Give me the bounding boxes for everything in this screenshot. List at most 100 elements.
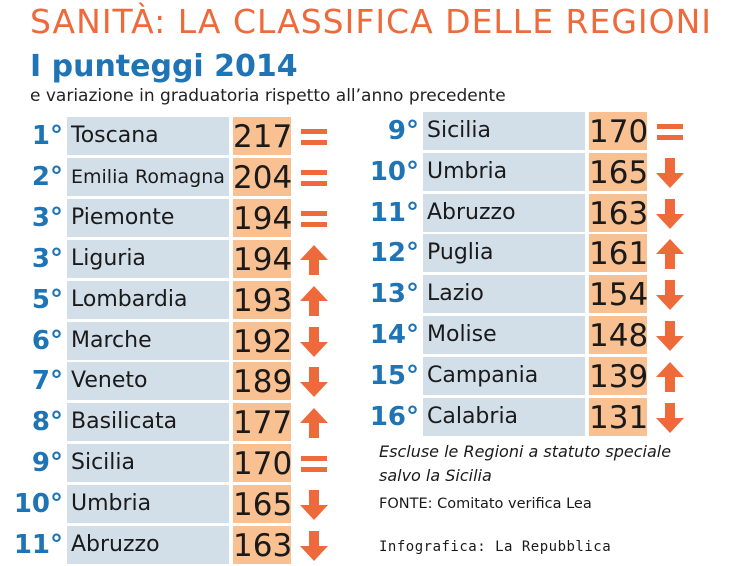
score-value: 192 bbox=[233, 321, 293, 360]
rank-label: 1° bbox=[31, 121, 63, 151]
rank-label: 13° bbox=[369, 279, 419, 310]
score-value: 170 bbox=[233, 444, 293, 483]
exclusion-note: Escluse le Regioni a statuto speciale sa… bbox=[379, 442, 672, 485]
chart-subtitle: I punteggi 2014 bbox=[30, 49, 298, 84]
region-name: Marche bbox=[71, 327, 152, 353]
region-name: Sicilia bbox=[427, 118, 491, 143]
region-name: Veneto bbox=[71, 368, 148, 394]
rank-label: 5° bbox=[31, 284, 63, 315]
region-cell bbox=[67, 403, 229, 442]
page-title: SANITÀ: LA CLASSIFICA DELLE REGIONI bbox=[30, 2, 713, 41]
arrow-down-icon bbox=[654, 320, 686, 352]
score-value: 131 bbox=[589, 397, 649, 436]
region-cell bbox=[423, 193, 585, 232]
region-name: Puglia bbox=[427, 240, 494, 266]
region-cell bbox=[67, 157, 229, 196]
region-name: Campania bbox=[427, 362, 539, 388]
region-cell bbox=[67, 117, 229, 155]
score-value: 163 bbox=[589, 193, 649, 232]
region-cell bbox=[423, 152, 585, 191]
source-text: FONTE: Comitato verifica Lea bbox=[379, 496, 592, 512]
rank-label: 11° bbox=[13, 530, 63, 560]
equals-icon bbox=[298, 121, 330, 153]
arrow-up-icon bbox=[654, 361, 686, 393]
rank-label: 12° bbox=[369, 238, 419, 269]
region-cell bbox=[67, 280, 229, 319]
region-cell bbox=[67, 198, 229, 237]
region-cell bbox=[67, 321, 229, 360]
region-name: Umbria bbox=[71, 491, 152, 517]
score-value: 161 bbox=[589, 234, 649, 273]
region-name: Abruzzo bbox=[427, 199, 516, 225]
arrow-down-icon bbox=[298, 366, 330, 398]
equals-icon bbox=[298, 162, 330, 194]
chart-description: e variazione in graduatoria rispetto all… bbox=[30, 86, 506, 106]
rank-label: 14° bbox=[369, 320, 419, 350]
region-name: Sicilia bbox=[71, 450, 135, 476]
arrow-up-icon bbox=[298, 285, 330, 317]
arrow-down-icon bbox=[654, 198, 686, 230]
region-cell bbox=[423, 275, 585, 314]
region-cell bbox=[423, 112, 585, 150]
score-value: 194 bbox=[233, 239, 293, 278]
rank-label: 9° bbox=[387, 116, 419, 146]
region-name: Lombardia bbox=[71, 286, 188, 312]
equals-icon bbox=[298, 448, 330, 480]
region-cell bbox=[423, 397, 585, 436]
rank-label: 11° bbox=[369, 197, 419, 228]
rank-label: 7° bbox=[31, 366, 63, 397]
rank-label: 9° bbox=[31, 448, 63, 479]
score-value: 204 bbox=[233, 157, 293, 196]
rank-label: 3° bbox=[31, 243, 63, 274]
score-value: 194 bbox=[233, 198, 293, 237]
rank-label: 10° bbox=[369, 156, 419, 187]
region-cell bbox=[423, 234, 585, 273]
arrow-down-icon bbox=[654, 157, 686, 189]
region-name: Basilicata bbox=[71, 409, 178, 435]
rank-label: 3° bbox=[31, 202, 63, 233]
score-value: 148 bbox=[589, 316, 649, 354]
score-value: 177 bbox=[233, 403, 293, 442]
arrow-down-icon bbox=[654, 402, 686, 434]
score-value: 163 bbox=[233, 526, 293, 564]
region-cell bbox=[67, 362, 229, 401]
score-value: 139 bbox=[589, 356, 649, 395]
score-value: 170 bbox=[589, 112, 649, 150]
score-value: 165 bbox=[233, 485, 293, 524]
region-name: Piemonte bbox=[71, 204, 175, 230]
credit-text: Infografica: La Repubblica bbox=[379, 539, 612, 555]
region-cell bbox=[67, 526, 229, 564]
region-name: Umbria bbox=[427, 158, 508, 184]
region-cell bbox=[423, 316, 585, 354]
arrow-down-icon bbox=[654, 279, 686, 311]
region-name: Toscana bbox=[71, 123, 159, 148]
region-name: Abruzzo bbox=[71, 532, 160, 557]
arrow-up-icon bbox=[298, 407, 330, 439]
arrow-down-icon bbox=[298, 326, 330, 358]
rank-label: 8° bbox=[31, 407, 63, 438]
score-value: 193 bbox=[233, 280, 293, 319]
arrow-down-icon bbox=[298, 489, 330, 521]
region-name: Emilia Romagna bbox=[71, 165, 225, 188]
region-cell bbox=[67, 444, 229, 483]
equals-icon bbox=[654, 116, 686, 148]
score-value: 217 bbox=[233, 117, 293, 155]
arrow-up-icon bbox=[654, 238, 686, 270]
region-cell bbox=[67, 485, 229, 524]
region-name: Calabria bbox=[427, 403, 519, 429]
arrow-up-icon bbox=[298, 244, 330, 276]
region-cell bbox=[67, 239, 229, 278]
score-value: 154 bbox=[589, 275, 649, 314]
region-name: Lazio bbox=[427, 281, 484, 307]
arrow-down-icon bbox=[298, 530, 330, 562]
region-name: Liguria bbox=[71, 245, 146, 271]
rank-label: 6° bbox=[31, 325, 63, 356]
rank-label: 15° bbox=[369, 360, 419, 391]
rank-label: 16° bbox=[369, 401, 419, 432]
region-name: Molise bbox=[427, 322, 497, 347]
equals-icon bbox=[298, 203, 330, 235]
rank-label: 2° bbox=[31, 161, 63, 192]
score-value: 189 bbox=[233, 362, 293, 401]
score-value: 165 bbox=[589, 152, 649, 191]
rank-label: 10° bbox=[13, 489, 63, 520]
